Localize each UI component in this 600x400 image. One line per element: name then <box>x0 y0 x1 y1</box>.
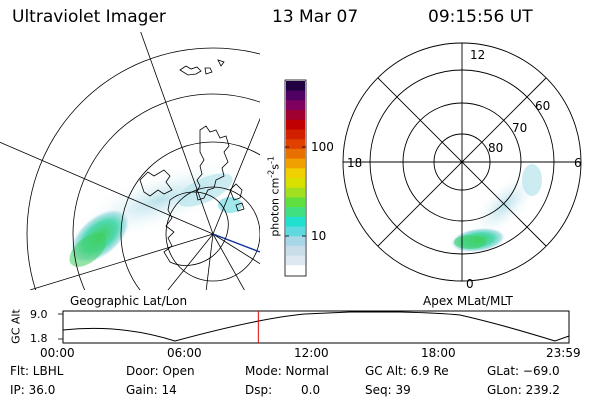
door-info: Door: Open <box>126 364 195 378</box>
gc-alt-info: GC Alt: 6.9 Re <box>365 364 449 378</box>
altitude-ylabel: GC Alt <box>9 309 23 344</box>
colorbar-segment <box>286 148 305 160</box>
colorbar <box>284 79 307 277</box>
colorbar-segment <box>286 90 305 101</box>
dsp-value: 0.0 <box>301 383 321 397</box>
colorbar-segment <box>286 265 305 276</box>
gain-info: Gain: 14 <box>126 383 177 397</box>
mlt-6-label: 6 <box>574 156 582 170</box>
colorbar-segment <box>286 245 305 257</box>
mlat-70-label: 70 <box>512 121 528 135</box>
colorbar-segment <box>286 226 305 237</box>
xtick-1200: 12:00 <box>294 346 329 360</box>
colorbar-segment <box>286 158 305 169</box>
xtick-0000: 00:00 <box>40 346 75 360</box>
colorbar-tick-10: 10 <box>311 229 327 243</box>
colorbar-unit-label: photon cm-2s-1 <box>266 156 282 237</box>
instrument-title: Ultraviolet Imager <box>12 7 166 27</box>
colorbar-segment <box>286 236 305 247</box>
colorbar-segment <box>286 100 305 111</box>
polar-plot <box>342 42 582 282</box>
glon-info: GLon: 239.2 <box>487 383 560 397</box>
colorbar-segment <box>286 110 305 121</box>
xtick-0600: 06:00 <box>167 346 202 360</box>
altitude-plot <box>58 310 570 344</box>
xtick-2359: 23:59 <box>546 346 581 360</box>
colorbar-segment <box>286 255 305 266</box>
colorbar-segment <box>286 168 305 179</box>
coastline-antarctica <box>163 191 229 266</box>
mlat-80-label: 80 <box>488 141 504 155</box>
mlt-18-label: 18 <box>347 156 363 170</box>
colorbar-segment <box>286 81 305 92</box>
geographic-map <box>0 32 260 290</box>
date-label: 13 Mar 07 <box>272 7 359 27</box>
coastline-south-america <box>195 125 230 201</box>
xtick-1800: 18:00 <box>421 346 456 360</box>
altitude-ytick-low: 1.8 <box>30 332 48 345</box>
colorbar-tick-100: 100 <box>311 140 334 154</box>
mlat-60-label: 60 <box>535 99 551 113</box>
altitude-curve <box>62 311 570 342</box>
ip-info: IP: 36.0 <box>10 383 56 397</box>
colorbar-segment <box>286 187 305 198</box>
colorbar-segment <box>286 129 305 140</box>
mode-info: Mode: Normal <box>245 364 329 378</box>
apex-label: Apex MLat/MLT <box>423 294 513 308</box>
geographic-label: Geographic Lat/Lon <box>70 294 188 308</box>
colorbar-segment <box>286 207 305 218</box>
colorbar-segment <box>286 139 305 150</box>
glat-info: GLat: −69.0 <box>487 364 560 378</box>
altitude-ytick-high: 9.0 <box>30 308 48 321</box>
colorbar-segment <box>286 216 305 227</box>
colorbar-segment <box>286 119 305 130</box>
dsp-label: Dsp: <box>245 383 273 397</box>
mlt-12-label: 12 <box>470 48 486 62</box>
colorbar-segment <box>286 197 305 208</box>
mlt-0-label: 0 <box>466 277 474 291</box>
filter-info: Flt: LBHL <box>10 364 64 378</box>
seq-info: Seq: 39 <box>365 383 411 397</box>
time-label: 09:15:56 UT <box>428 7 533 27</box>
colorbar-segment <box>286 178 305 189</box>
